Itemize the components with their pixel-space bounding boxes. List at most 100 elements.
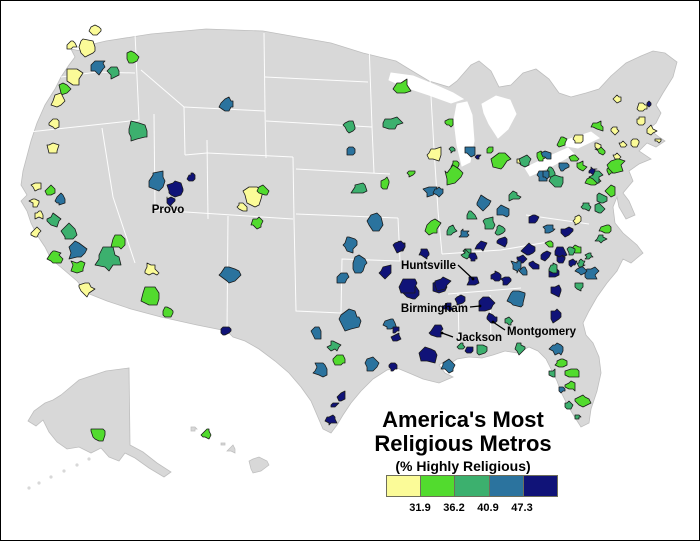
metro-area xyxy=(520,242,536,256)
metro-area xyxy=(464,146,476,158)
metro-area xyxy=(382,318,398,330)
legend-swatch xyxy=(420,475,456,497)
metro-area xyxy=(514,342,526,356)
aleutian-island-dot xyxy=(75,463,79,467)
metro-area xyxy=(66,68,84,86)
metro-area xyxy=(594,202,606,214)
metro-area xyxy=(444,164,464,186)
legend-swatch xyxy=(386,475,422,497)
label-leader-dot xyxy=(491,320,495,324)
metro-area xyxy=(576,258,586,268)
metro-area xyxy=(54,192,66,206)
state-border-line xyxy=(264,76,369,83)
metro-area xyxy=(442,302,454,312)
metro-area xyxy=(148,170,166,192)
metro-area xyxy=(604,184,616,198)
metro-area xyxy=(88,24,102,36)
state-border-line xyxy=(206,152,294,158)
metro-area xyxy=(506,290,526,308)
metro-area xyxy=(66,40,78,50)
metro-area xyxy=(478,296,496,312)
city-label: Huntsville xyxy=(401,260,456,272)
metro-area xyxy=(654,138,662,144)
metro-area xyxy=(434,276,452,292)
metro-areas xyxy=(28,24,662,442)
aleutian-islands xyxy=(27,457,91,490)
label-leader-dot xyxy=(440,331,444,335)
metro-area xyxy=(218,96,234,112)
metro-area xyxy=(646,100,652,108)
metro-area xyxy=(346,146,356,156)
aleutian-island-dot xyxy=(62,469,66,473)
metro-area xyxy=(558,386,566,394)
state-border-line xyxy=(368,42,373,128)
metro-area xyxy=(364,356,380,372)
metro-area xyxy=(574,266,588,276)
metro-area xyxy=(68,240,88,260)
state-border-line xyxy=(184,152,208,156)
label-leader-dot xyxy=(478,304,482,308)
metro-area xyxy=(466,210,478,220)
metro-area xyxy=(392,240,406,254)
aleutian-island-dot xyxy=(27,486,31,490)
metro-area xyxy=(606,158,626,174)
state-border-line xyxy=(28,119,140,133)
legend-break-label: 47.3 xyxy=(511,502,533,514)
metro-area xyxy=(342,120,356,134)
metro-area xyxy=(406,170,416,178)
legend-color-ramp xyxy=(386,475,559,497)
metro-area xyxy=(476,194,492,212)
metro-area xyxy=(528,214,540,224)
metro-area xyxy=(34,210,44,220)
metro-area xyxy=(500,276,512,286)
legend-swatch xyxy=(454,475,490,497)
metro-area xyxy=(70,260,86,274)
metro-area xyxy=(574,414,582,420)
metro-area xyxy=(596,146,606,156)
metro-area xyxy=(474,240,488,252)
metro-area xyxy=(424,218,442,236)
map-title-line1: America's Most xyxy=(382,407,544,432)
metro-area xyxy=(126,50,140,64)
metro-area xyxy=(518,154,532,168)
metro-area xyxy=(618,140,628,148)
state-border-line xyxy=(371,126,375,174)
label-leader-line xyxy=(441,332,454,338)
metro-area xyxy=(636,116,646,126)
metro-area xyxy=(378,264,392,280)
metro-area xyxy=(352,254,368,274)
metro-area xyxy=(482,216,496,230)
aleutian-island-dot xyxy=(49,475,53,479)
metro-area xyxy=(218,266,242,284)
metro-area xyxy=(78,282,96,298)
metro-area xyxy=(556,136,568,148)
metro-area xyxy=(324,414,338,426)
metro-area xyxy=(636,102,648,112)
metro-area xyxy=(630,138,640,148)
metro-area xyxy=(548,174,564,188)
metro-area xyxy=(382,116,404,130)
metro-area xyxy=(48,118,60,130)
state-border-line xyxy=(134,32,140,121)
legend-break-label: 36.2 xyxy=(443,502,465,514)
metro-area xyxy=(448,146,456,154)
metro-area xyxy=(590,120,604,132)
metro-area xyxy=(610,126,620,136)
state-border-line xyxy=(292,156,295,220)
city-label: Jackson xyxy=(456,332,502,344)
metro-area xyxy=(468,252,478,262)
metro-area xyxy=(426,146,442,162)
metro-area xyxy=(646,124,658,136)
metro-area xyxy=(50,92,66,108)
metro-area xyxy=(432,186,444,198)
metro-area xyxy=(496,236,508,248)
metro-area xyxy=(428,324,444,338)
metro-area xyxy=(220,326,232,336)
metro-area xyxy=(28,198,40,208)
alaska-inset xyxy=(27,367,172,478)
metro-area xyxy=(588,170,604,184)
metro-area xyxy=(58,82,72,96)
metro-area xyxy=(456,342,466,350)
state-border-line xyxy=(140,69,185,108)
metro-area xyxy=(542,224,556,234)
